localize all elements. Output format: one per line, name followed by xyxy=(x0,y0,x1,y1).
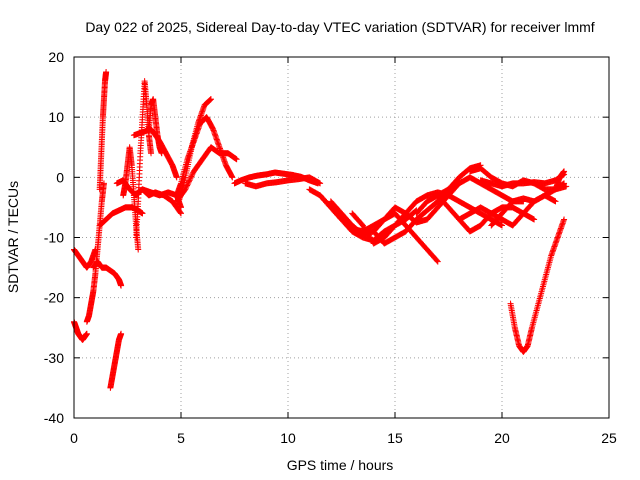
x-tick-label: 5 xyxy=(177,430,185,446)
data-point xyxy=(499,222,505,229)
series-trace-30 xyxy=(507,216,568,355)
data-point xyxy=(561,168,568,175)
data-point xyxy=(118,330,125,337)
data-point xyxy=(187,174,194,181)
series-trace-9 xyxy=(133,78,155,241)
x-tick-label: 15 xyxy=(387,430,403,446)
series-trace-7 xyxy=(107,330,125,391)
series-trace-3 xyxy=(83,180,107,325)
x-tick-label: 0 xyxy=(70,430,78,446)
data-point xyxy=(185,178,192,185)
data-point xyxy=(552,198,559,205)
data-point xyxy=(100,180,107,187)
data-point xyxy=(182,186,189,193)
data-point xyxy=(184,181,191,188)
plot-frame xyxy=(73,56,610,419)
y-tick-label: -30 xyxy=(44,350,64,366)
data-point xyxy=(189,170,196,177)
data-point xyxy=(434,257,441,264)
data-point xyxy=(183,183,190,190)
data-point xyxy=(182,185,189,192)
x-tick-label: 10 xyxy=(280,430,296,446)
series-trace-16 xyxy=(173,144,240,205)
data-point xyxy=(531,216,538,223)
data-point xyxy=(434,258,441,265)
data-point xyxy=(139,210,146,217)
y-tick-label: 0 xyxy=(56,169,64,185)
x-axis-label: GPS time / hours xyxy=(287,457,394,473)
series-trace-29 xyxy=(488,180,568,229)
data-point xyxy=(118,282,125,289)
data-point xyxy=(184,182,191,189)
series-trace-31 xyxy=(552,168,568,193)
data-point xyxy=(187,176,194,183)
data-point xyxy=(103,69,110,76)
y-tick-label: 20 xyxy=(48,49,64,65)
data-point xyxy=(188,173,195,180)
x-tick-label: 20 xyxy=(494,430,510,446)
data-point xyxy=(83,330,90,337)
data-point xyxy=(317,180,324,187)
data-point xyxy=(561,180,568,187)
series-trace-4 xyxy=(96,69,110,193)
data-point xyxy=(185,179,192,186)
data-point xyxy=(148,150,155,157)
y-axis-label: SDTVAR / TECUs xyxy=(5,181,21,293)
y-tick-label: -10 xyxy=(44,230,64,246)
data-point xyxy=(189,172,196,179)
data-point xyxy=(561,216,568,223)
x-tick-label: 25 xyxy=(601,430,617,446)
y-tick-label: 10 xyxy=(48,109,64,125)
data-point xyxy=(563,183,570,190)
series-trace-15 xyxy=(175,96,214,205)
data-point xyxy=(173,174,180,181)
data-point xyxy=(158,150,165,157)
y-tick-label: -20 xyxy=(44,290,64,306)
series-trace-5 xyxy=(90,258,125,289)
series-trace-1 xyxy=(71,246,99,271)
data-point xyxy=(177,209,184,216)
series-trace-11 xyxy=(145,96,165,157)
data-layer xyxy=(71,69,570,391)
series-trace-13 xyxy=(113,177,184,217)
chart-title: Day 022 of 2025, Sidereal Day-to-day VTE… xyxy=(85,19,594,35)
axis-ticks: 0 5 10 15 20 25 -40 -30 -20 -10 0 10 20 xyxy=(44,49,617,446)
data-point xyxy=(207,96,214,103)
data-point xyxy=(135,246,142,253)
data-point xyxy=(178,210,184,217)
data-point xyxy=(229,174,236,181)
series-trace-18 xyxy=(242,174,324,190)
data-point xyxy=(186,177,193,184)
data-point xyxy=(233,156,240,163)
y-tick-label: -40 xyxy=(44,410,64,426)
